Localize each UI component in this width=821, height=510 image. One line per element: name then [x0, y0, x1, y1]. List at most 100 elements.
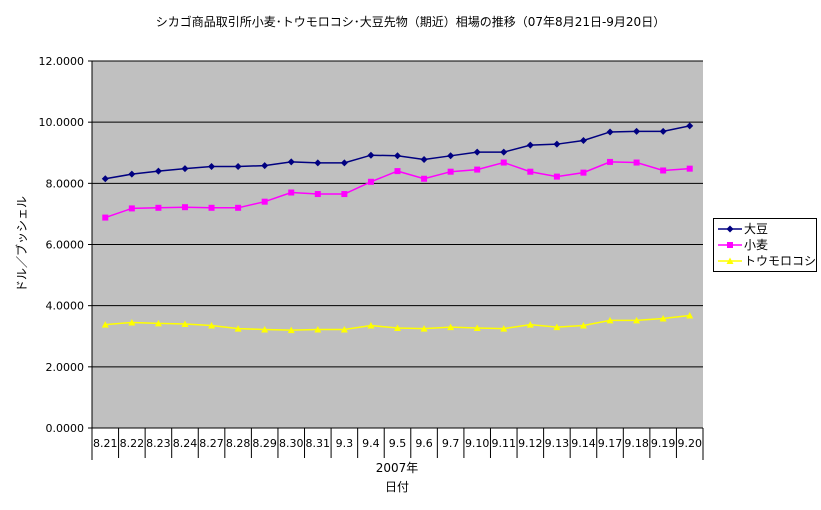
data-point [606, 316, 614, 324]
y-tick-label: 4.0000 [46, 300, 85, 313]
data-point [234, 163, 242, 171]
legend-label: トウモロコシ [744, 254, 817, 268]
x-tick-label: 9.13 [545, 437, 570, 450]
x-tick-label: 8.31 [306, 437, 331, 450]
data-point [128, 170, 136, 178]
x-tick-label: 9.20 [677, 437, 702, 450]
series-1 [102, 158, 693, 221]
x-tick-label: 8.24 [173, 437, 198, 450]
y-axis-label: ドル／ブッシェル [14, 196, 29, 292]
legend: 大豆 小麦 トウモロコシ [713, 218, 817, 272]
data-point [367, 322, 375, 329]
x-tick-label: 8.21 [93, 437, 118, 450]
x-tick-label: 9.5 [389, 437, 407, 450]
data-point [473, 148, 481, 156]
data-point [261, 198, 268, 205]
data-point [526, 141, 534, 149]
x-tick-label: 9.4 [362, 437, 380, 450]
x-tick-label: 8.29 [252, 437, 277, 450]
data-point [394, 152, 401, 160]
legend-marker-diamond-icon [718, 225, 742, 233]
data-point [367, 178, 374, 185]
legend-marker-square-icon [718, 242, 742, 248]
series-2 [101, 311, 694, 334]
data-point [633, 127, 641, 135]
x-tick-label: 9.19 [651, 437, 676, 450]
data-point [101, 321, 109, 328]
data-point [287, 158, 295, 166]
data-point [314, 159, 322, 167]
y-tick-label: 12.0000 [39, 55, 85, 68]
legend-item-soybean: 大豆 [718, 221, 816, 237]
data-point [633, 316, 641, 324]
data-point [420, 325, 428, 332]
y-tick-label: 8.0000 [46, 177, 85, 190]
data-point [394, 324, 401, 331]
x-tick-label: 9.10 [465, 437, 490, 450]
data-point [421, 175, 428, 182]
data-point [553, 323, 561, 331]
data-point [553, 173, 560, 180]
data-point [473, 324, 481, 331]
data-point [261, 326, 269, 333]
data-point [526, 321, 534, 328]
x-tick-label: 9.12 [518, 437, 543, 450]
data-point [154, 319, 162, 327]
data-point [447, 323, 455, 331]
data-point [607, 158, 614, 165]
series-0 [101, 122, 694, 183]
chart-title: シカゴ商品取引所小麦･トウモロコシ･大豆先物（期近）相場の推移（07年8月21日… [155, 15, 666, 29]
data-point [606, 128, 614, 136]
legend-marker-triangle-icon [718, 257, 742, 264]
data-point [579, 322, 587, 329]
data-point [181, 204, 188, 211]
x-tick-label: 8.30 [279, 437, 304, 450]
data-point [447, 168, 454, 175]
data-point [288, 189, 295, 196]
data-point [314, 191, 321, 198]
data-point [340, 159, 348, 167]
data-point [394, 168, 401, 175]
data-point [420, 155, 428, 163]
data-point [181, 165, 189, 173]
data-point [447, 152, 455, 160]
x-tick-label: 9.3 [336, 437, 354, 450]
data-point [686, 311, 694, 319]
data-point [527, 168, 534, 175]
y-tick-label: 0.0000 [46, 422, 85, 435]
data-point [686, 165, 693, 172]
data-point [500, 148, 508, 156]
data-point [101, 175, 109, 183]
x-axis-group-label: 2007年 [376, 461, 419, 475]
data-point [155, 204, 162, 211]
data-point [234, 325, 242, 332]
data-point [208, 204, 215, 211]
data-point [500, 159, 507, 166]
x-tick-label: 9.11 [492, 437, 517, 450]
data-point [553, 140, 561, 148]
x-tick-label: 8.28 [226, 437, 251, 450]
legend-label: 小麦 [744, 238, 769, 252]
data-point [102, 214, 109, 221]
data-point [659, 127, 667, 135]
x-tick-label: 8.27 [199, 437, 224, 450]
data-point [154, 167, 162, 175]
data-point [633, 159, 640, 166]
data-point [314, 326, 322, 333]
x-tick-label: 8.22 [120, 437, 145, 450]
x-tick-label: 9.7 [442, 437, 460, 450]
data-point [660, 167, 667, 174]
data-point [580, 169, 587, 176]
data-point [579, 137, 587, 145]
data-point [341, 191, 348, 198]
x-tick-label: 9.18 [624, 437, 649, 450]
x-tick-label: 9.6 [415, 437, 433, 450]
data-point [181, 320, 189, 328]
data-point [474, 166, 481, 173]
x-tick-label: 9.17 [598, 437, 623, 450]
legend-item-wheat: 小麦 [718, 237, 816, 253]
data-point [208, 163, 216, 171]
legend-label: 大豆 [744, 222, 769, 236]
data-point [128, 205, 135, 212]
